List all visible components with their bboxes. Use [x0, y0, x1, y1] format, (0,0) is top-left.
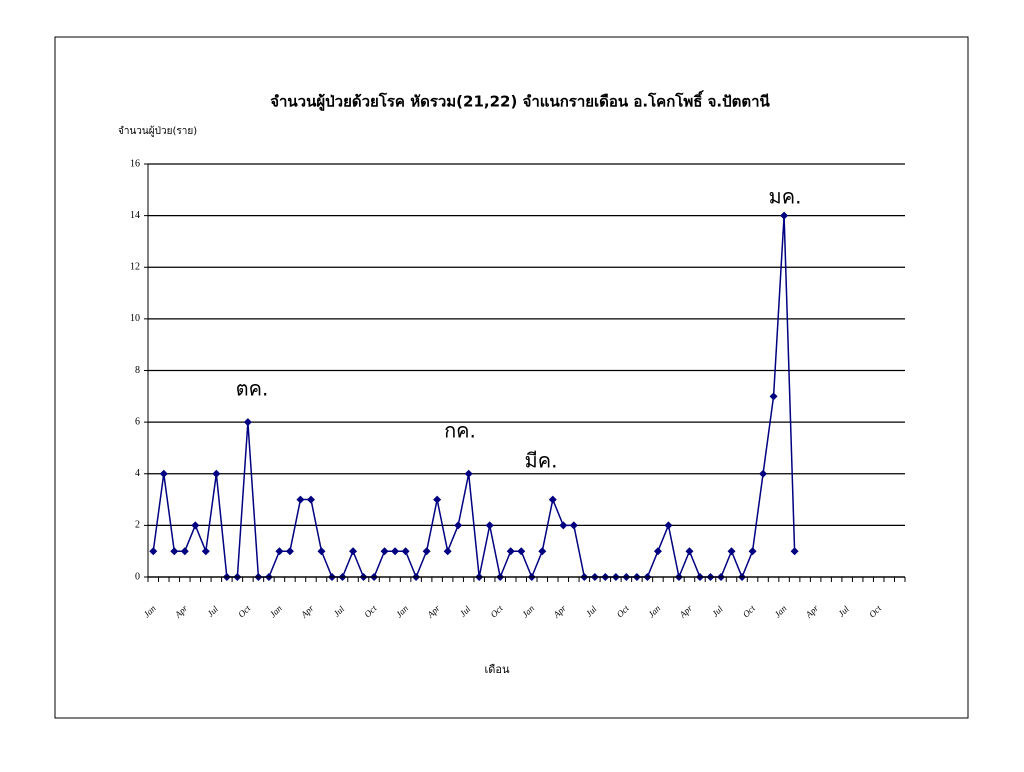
- data-point: [243, 418, 252, 427]
- data-point: [422, 547, 431, 556]
- x-tick-label: Jul: [458, 604, 473, 619]
- annotation: มค.: [769, 185, 802, 209]
- x-tick-label: Apr: [677, 603, 695, 621]
- data-point: [685, 547, 694, 556]
- data-point: [506, 547, 515, 556]
- data-point: [517, 547, 526, 556]
- y-tick-label: 16: [130, 158, 140, 169]
- x-tick-label: Jan: [268, 603, 285, 620]
- data-point: [443, 547, 452, 556]
- data-point: [559, 521, 568, 530]
- x-tick-label: Jul: [205, 604, 220, 619]
- annotation: กค.: [444, 419, 476, 443]
- data-point: [454, 521, 463, 530]
- data-point: [159, 469, 168, 478]
- x-tick-label: Jan: [394, 603, 411, 620]
- x-tick-label: Oct: [488, 603, 505, 620]
- y-tick-label: 2: [135, 520, 140, 531]
- x-tick-label: Oct: [362, 603, 379, 620]
- data-point: [769, 392, 778, 401]
- x-tick-label: Oct: [741, 603, 758, 620]
- x-tick-label: Jan: [520, 603, 537, 620]
- y-tick-label: 12: [130, 262, 140, 273]
- x-tick-label: Apr: [424, 603, 442, 621]
- data-point: [191, 521, 200, 530]
- data-point: [296, 495, 305, 504]
- x-tick-label: Oct: [867, 603, 884, 620]
- data-point: [275, 547, 284, 556]
- y-tick-label: 10: [130, 313, 140, 324]
- data-point: [759, 469, 768, 478]
- x-tick-label: Jul: [710, 604, 725, 619]
- x-tick-label: Jan: [646, 603, 663, 620]
- chart-title: จำนวนผู้ป่วยด้วยโรค หัดรวม(21,22) จำแนกร…: [270, 90, 770, 112]
- x-tick-label: Apr: [172, 603, 190, 621]
- data-point: [433, 495, 442, 504]
- annotation: มีค.: [525, 449, 558, 473]
- x-axis-label: เดือน: [484, 663, 510, 676]
- data-point: [380, 547, 389, 556]
- data-point: [780, 211, 789, 220]
- x-tick-label: Apr: [551, 603, 569, 621]
- data-point: [727, 547, 736, 556]
- data-point: [569, 521, 578, 530]
- data-point: [170, 547, 179, 556]
- x-tick-label: Apr: [298, 603, 316, 621]
- data-point: [306, 495, 315, 504]
- annotation: ตค.: [236, 377, 269, 401]
- x-tick-label: Jul: [836, 604, 851, 619]
- data-point: [201, 547, 210, 556]
- data-point: [464, 469, 473, 478]
- data-point: [548, 495, 557, 504]
- data-point: [349, 547, 358, 556]
- y-axis-label: จำนวนผู้ป่วย(ราย): [118, 125, 197, 137]
- x-tick-label: Jul: [584, 604, 599, 619]
- x-tick-label: Jul: [331, 604, 346, 619]
- chart-frame: [54, 36, 969, 719]
- y-tick-label: 0: [135, 571, 140, 582]
- data-point: [664, 521, 673, 530]
- x-tick-label: Oct: [615, 603, 632, 620]
- data-point: [485, 521, 494, 530]
- y-tick-label: 8: [135, 365, 140, 376]
- x-tick-label: Jan: [772, 603, 789, 620]
- data-point: [149, 547, 158, 556]
- data-point: [285, 547, 294, 556]
- data-point: [391, 547, 400, 556]
- y-tick-label: 14: [130, 210, 140, 221]
- y-tick-label: 4: [135, 468, 140, 479]
- data-point: [401, 547, 410, 556]
- x-tick-label: Apr: [803, 603, 821, 621]
- data-point: [212, 469, 221, 478]
- y-tick-label: 6: [135, 416, 140, 427]
- data-point: [180, 547, 189, 556]
- data-point: [317, 547, 326, 556]
- x-tick-label: Oct: [236, 603, 253, 620]
- data-point: [748, 547, 757, 556]
- data-point: [790, 547, 799, 556]
- data-point: [653, 547, 662, 556]
- data-point: [538, 547, 547, 556]
- x-tick-label: Jan: [141, 603, 158, 620]
